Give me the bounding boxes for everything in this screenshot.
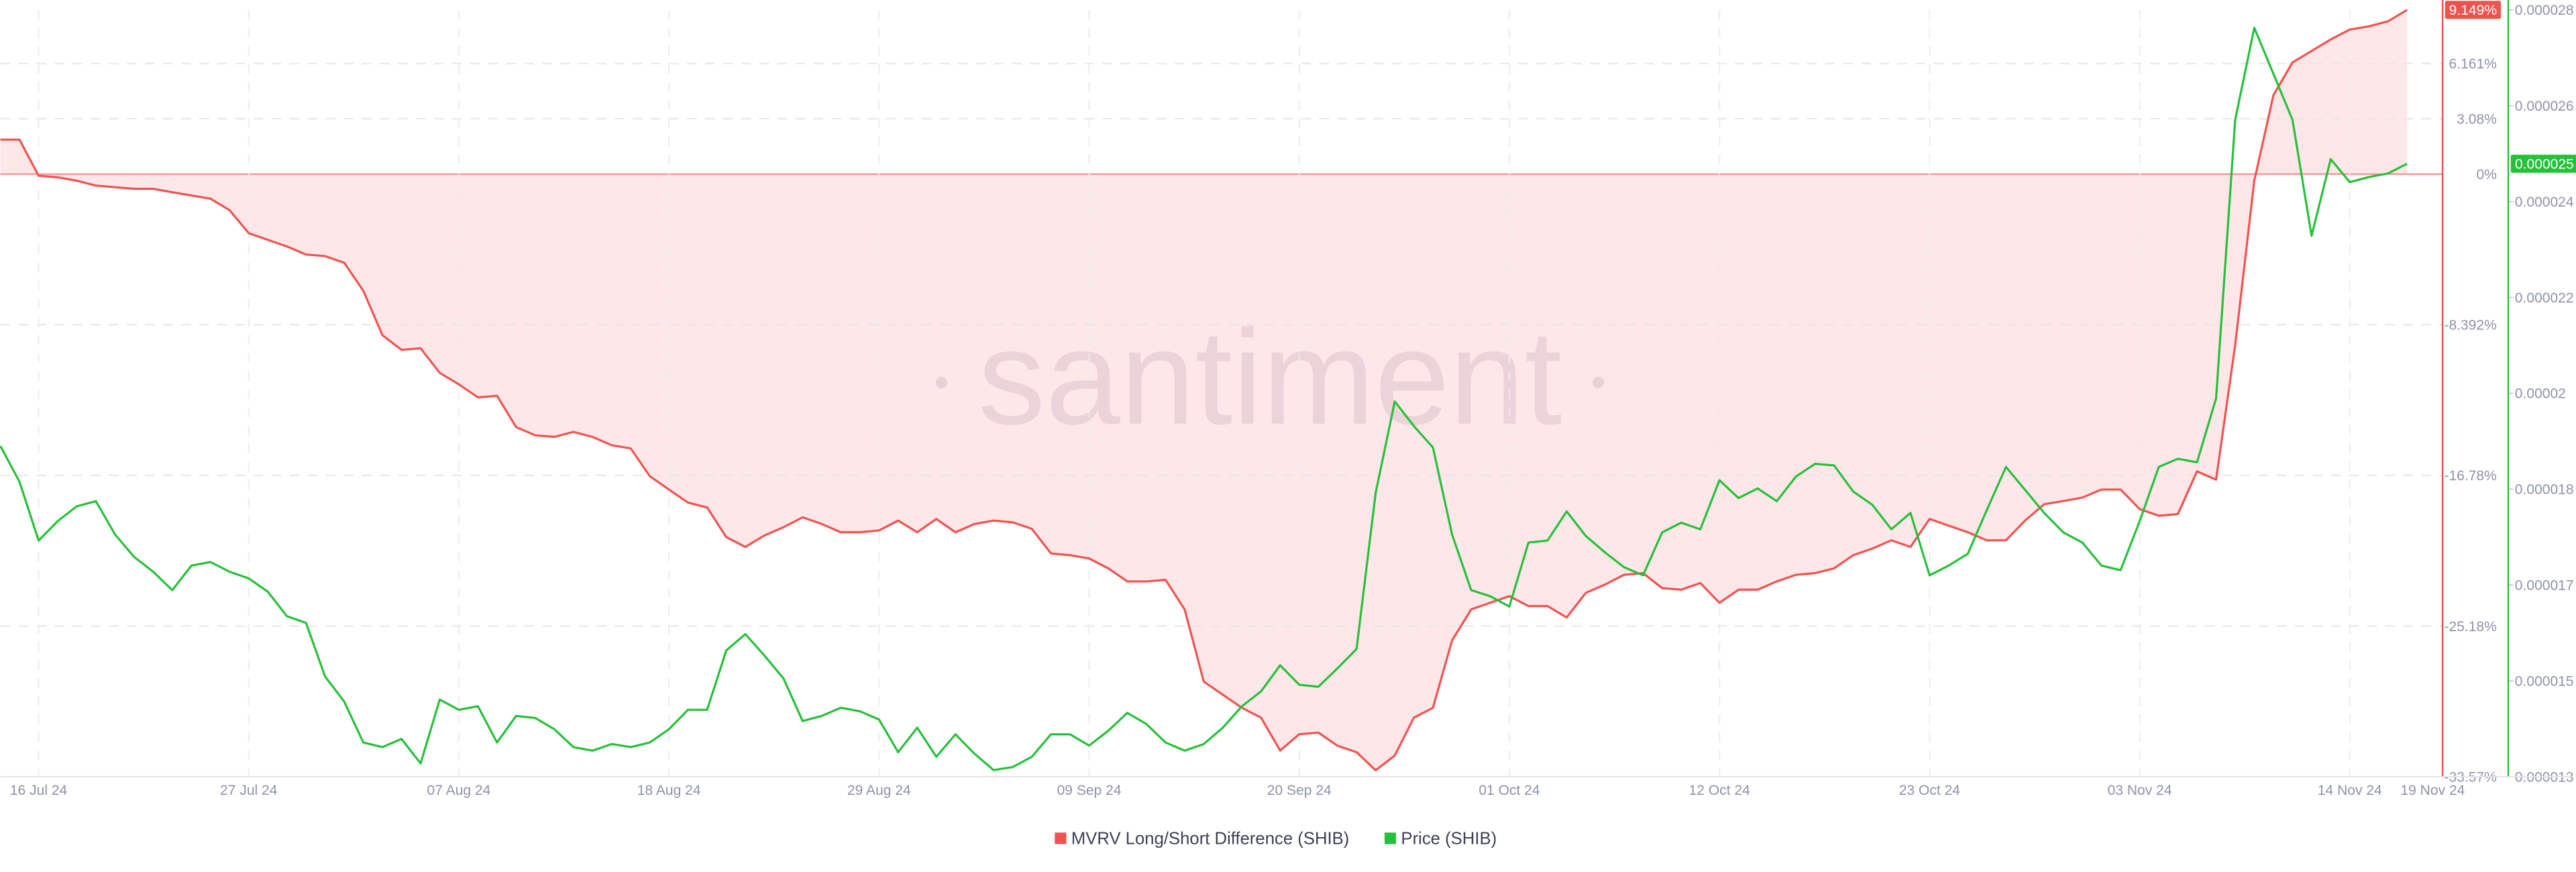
y2-tick-label: 0.00002 <box>2515 386 2566 402</box>
watermark-text: santiment <box>978 302 1562 453</box>
x-tick-label: 20 Sep 24 <box>1267 783 1332 798</box>
x-tick-label: 19 Nov 24 <box>2400 783 2465 798</box>
value-tag-label: 9.149% <box>2449 3 2497 18</box>
legend-label: Price (SHIB) <box>1401 829 1497 848</box>
y-tick-label: 3.08% <box>2457 111 2497 127</box>
value-tag <box>2510 154 2576 173</box>
y-tick-label: -8.392% <box>2444 317 2496 333</box>
legend-label: MVRV Long/Short Difference (SHIB) <box>1071 829 1350 848</box>
x-tick-label: 27 Jul 24 <box>220 783 278 798</box>
x-tick-label: 12 Oct 24 <box>1689 783 1751 798</box>
y2-tick-label: 0.000018 <box>2515 482 2574 498</box>
y-tick-label: -16.78% <box>2444 468 2496 484</box>
y2-tick-label: 0.000024 <box>2515 195 2574 210</box>
x-tick-label: 14 Nov 24 <box>2318 783 2382 798</box>
y-tick-label: -25.18% <box>2444 619 2496 635</box>
y-tick-label: 6.161% <box>2449 56 2496 72</box>
y2-tick-label: 0.000022 <box>2515 290 2574 306</box>
y2-tick-label: 0.000028 <box>2515 3 2574 18</box>
value-tag <box>2445 1 2502 19</box>
x-tick-label: 23 Oct 24 <box>1899 783 1961 798</box>
y-tick-label: 0% <box>2476 167 2496 182</box>
legend-swatch <box>1055 832 1067 844</box>
y2-tick-label: 0.000026 <box>2515 99 2574 114</box>
area <box>0 9 2408 771</box>
x-tick-label: 07 Aug 24 <box>427 783 491 798</box>
y2-tick-label: 0.000017 <box>2515 578 2574 594</box>
line <box>0 26 2408 771</box>
value-tag-label: 0.000025 <box>2515 156 2574 172</box>
line <box>0 9 2408 771</box>
x-tick-label: 09 Sep 24 <box>1057 783 1122 798</box>
x-tick-label: 29 Aug 24 <box>847 783 911 798</box>
x-tick-label: 16 Jul 24 <box>10 783 68 798</box>
legend-swatch <box>1384 832 1397 844</box>
watermark-dot <box>1593 376 1605 389</box>
y2-tick-label: 0.000015 <box>2515 673 2574 689</box>
x-tick-label: 18 Aug 24 <box>637 783 701 798</box>
watermark: santiment <box>935 302 1605 453</box>
x-tick-label: 01 Oct 24 <box>1479 783 1540 798</box>
watermark-dot <box>935 376 947 389</box>
x-tick-label: 03 Nov 24 <box>2108 783 2172 798</box>
legend: MVRV Long/Short Difference (SHIB) Price (… <box>1055 829 1497 848</box>
